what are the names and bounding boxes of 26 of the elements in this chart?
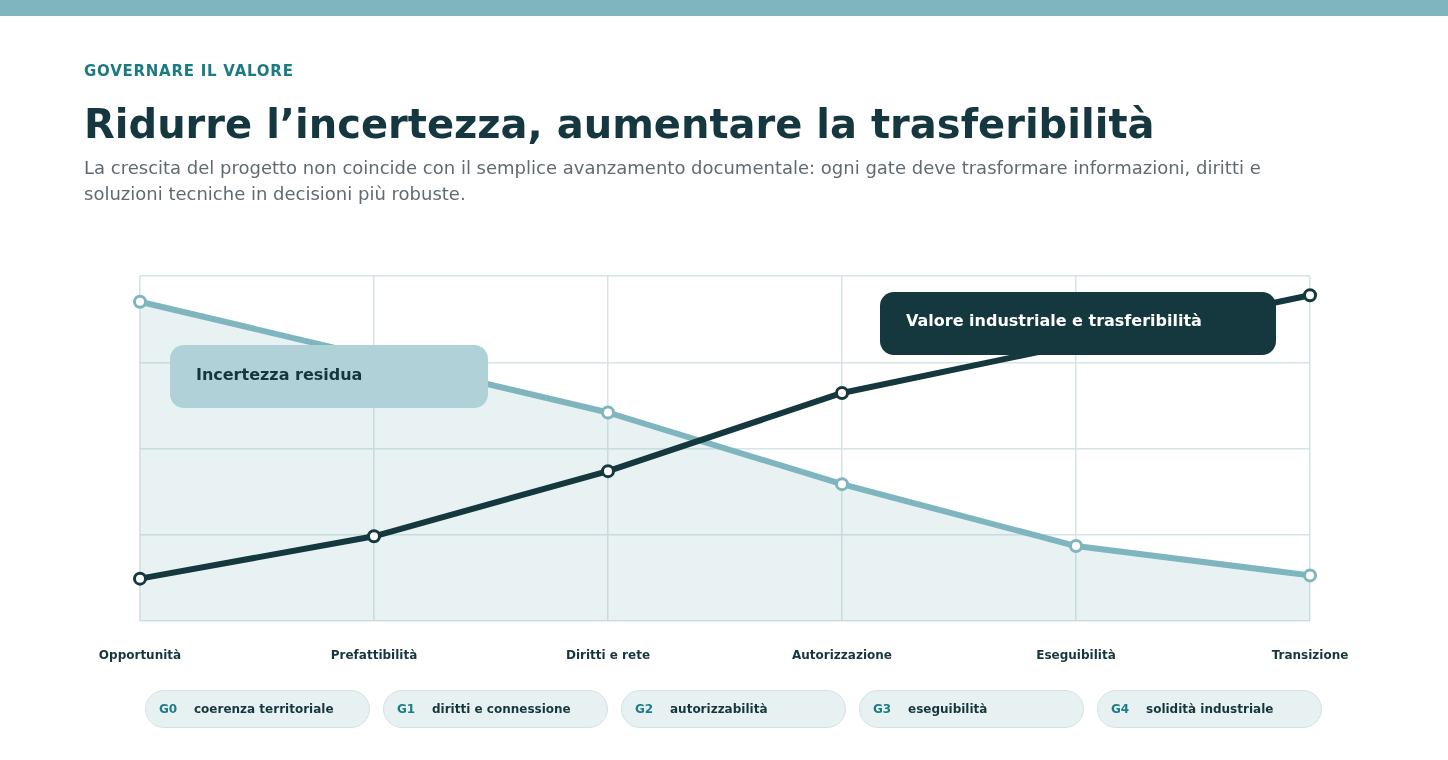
tag-pill: G2 autorizzabilità	[621, 690, 846, 728]
x-tick-label: Diritti e rete	[565, 648, 651, 663]
chart-title: Ridurre l’incertezza, aumentare la trasferibilità	[84, 101, 1155, 147]
tag-pill: G3 eseguibilità	[859, 690, 1084, 728]
series-label: Valore industriale e trasferibilità	[906, 311, 1202, 332]
tag-pill: G1 diritti e connessione	[383, 690, 608, 728]
point	[601, 405, 615, 420]
series-label: Incertezza residua	[195, 364, 363, 385]
point	[835, 477, 849, 492]
x-tick-label: Autorizzazione	[792, 648, 892, 663]
point	[1303, 568, 1317, 583]
point	[367, 529, 381, 544]
point	[133, 571, 147, 586]
tag-pill: G4 solidità industriale	[1097, 690, 1322, 728]
x-tick-label: Prefattibilità	[330, 648, 418, 663]
point	[601, 464, 615, 479]
x-tick-label: Eseguibilità	[1036, 648, 1116, 663]
point	[1069, 539, 1083, 554]
point	[133, 294, 147, 309]
x-tick-label: Transizione	[1271, 648, 1349, 663]
x-tick-label: Opportunità	[98, 648, 182, 663]
chart-subtitle: La crescita del progetto non coincide con il semplice avanzamento documentale: ogni gate deve trasformare informazioni, diritti e soluzioni tecniche in decisioni più robuste.	[84, 156, 1262, 206]
text: GOVERNARE IL VALORE	[84, 62, 294, 80]
point	[1303, 288, 1317, 303]
point	[835, 385, 849, 400]
tag-pill: G0 coerenza territoriale	[145, 690, 370, 728]
